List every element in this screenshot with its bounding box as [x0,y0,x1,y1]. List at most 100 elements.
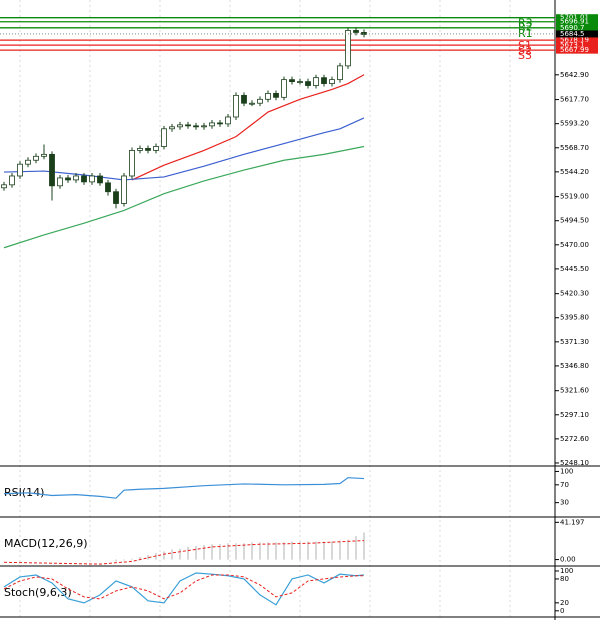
candle-body [257,98,263,104]
indicator-title: MACD(12,26,9) [4,537,88,550]
macd-bar [115,559,117,562]
y-tick-label: 0.00 [560,556,576,564]
candle-body [185,124,191,127]
y-tick-label: 5395.80 [560,314,589,322]
pivot-price: 5678.19 [560,36,589,44]
y-tick-label: 5617.70 [560,96,589,104]
candle-body [281,79,287,98]
candle-body [9,175,15,186]
y-tick-label: 5272.60 [560,435,589,443]
macd-bar [363,532,365,560]
pivot-name: R3 [518,17,533,30]
candle-body [137,148,143,151]
macd-bar [227,543,229,560]
y-tick-label: 100 [560,567,573,575]
macd-bar [123,559,125,561]
last-price-box [556,30,598,38]
pivot-price-box [556,18,598,26]
macd-bar [203,545,205,560]
y-tick-label: 20 [560,599,569,607]
macd-bar [235,543,237,560]
candle-body [305,81,311,86]
candle-body [105,182,111,193]
indicator-line [3,574,364,600]
macd-bar [323,541,325,560]
y-tick-label: 41.197 [560,518,585,526]
macd-bar [315,541,317,560]
last-price: 5684.5 [560,30,585,38]
macd-bar [291,541,293,560]
macd-bar [195,546,197,560]
y-tick-label: 5593.20 [560,120,589,128]
candle-body [337,65,343,81]
candle-body [249,102,255,105]
candle-body [241,94,247,104]
indicator-title: Stoch(9,6,3) [4,586,72,599]
y-tick-label: 5248.10 [560,459,589,467]
candle-body [273,92,279,98]
pivot-price-box [556,24,598,32]
pivot-name: S3 [518,49,532,62]
candle-body [89,175,95,183]
indicator-line [3,540,365,565]
macd-bar [347,539,349,560]
y-tick-label: 5519.00 [560,193,589,201]
candle-body [209,122,215,127]
indicator-line [3,477,365,499]
pivot-price: 5673.1 [560,41,585,49]
candle-body [225,116,231,125]
pivot-price: 5701.01 [560,14,589,22]
y-tick-label: 5371.30 [560,338,589,346]
y-tick-label: 30 [560,499,569,507]
y-tick-label: 100 [560,467,573,475]
candle-body [161,128,167,147]
candle-body [297,81,303,83]
candle-body [17,163,23,177]
pivot-price-box [556,41,598,49]
candle-body [25,159,31,165]
candle-body [193,125,199,128]
candle-body [41,153,47,157]
candle-body [217,122,223,125]
candle-body [313,77,319,86]
macd-bar [139,556,141,560]
macd-bar [339,540,341,560]
pivot-price: 5667.99 [560,46,589,54]
indicator-line [3,145,365,249]
pivot-price-box [556,46,598,54]
candle-body [169,126,175,130]
macd-bar [299,541,301,560]
candle-body [329,79,335,84]
macd-bar [219,544,221,560]
indicator-line [3,117,365,181]
pivot-price: 5690.7 [560,24,585,32]
y-tick-label: 5494.50 [560,217,589,225]
macd-bar [275,542,277,560]
candle-body [1,184,7,189]
candle-body [57,177,63,187]
candle-body [233,94,239,118]
pivot-price-box [556,36,598,44]
macd-bar [187,546,189,560]
y-tick-label: 70 [560,481,569,489]
candle-body [49,153,55,187]
candle-body [153,146,159,151]
candle-body [145,148,151,151]
candle-body [321,77,327,84]
candle-body [353,30,359,33]
y-tick-label: 0 [560,607,564,615]
macd-bar [131,558,133,560]
macd-bar [211,544,213,560]
macd-bar [251,542,253,560]
y-tick-label: 5321.60 [560,387,589,395]
pivot-name: R1 [518,27,533,40]
indicator-line [131,74,365,181]
macd-bar [331,541,333,560]
macd-bar [243,543,245,560]
indicator-line [3,572,365,606]
macd-bar [355,536,357,560]
macd-bar [179,548,181,560]
y-tick-label: 5544.20 [560,168,589,176]
y-tick-label: 5297.10 [560,411,589,419]
